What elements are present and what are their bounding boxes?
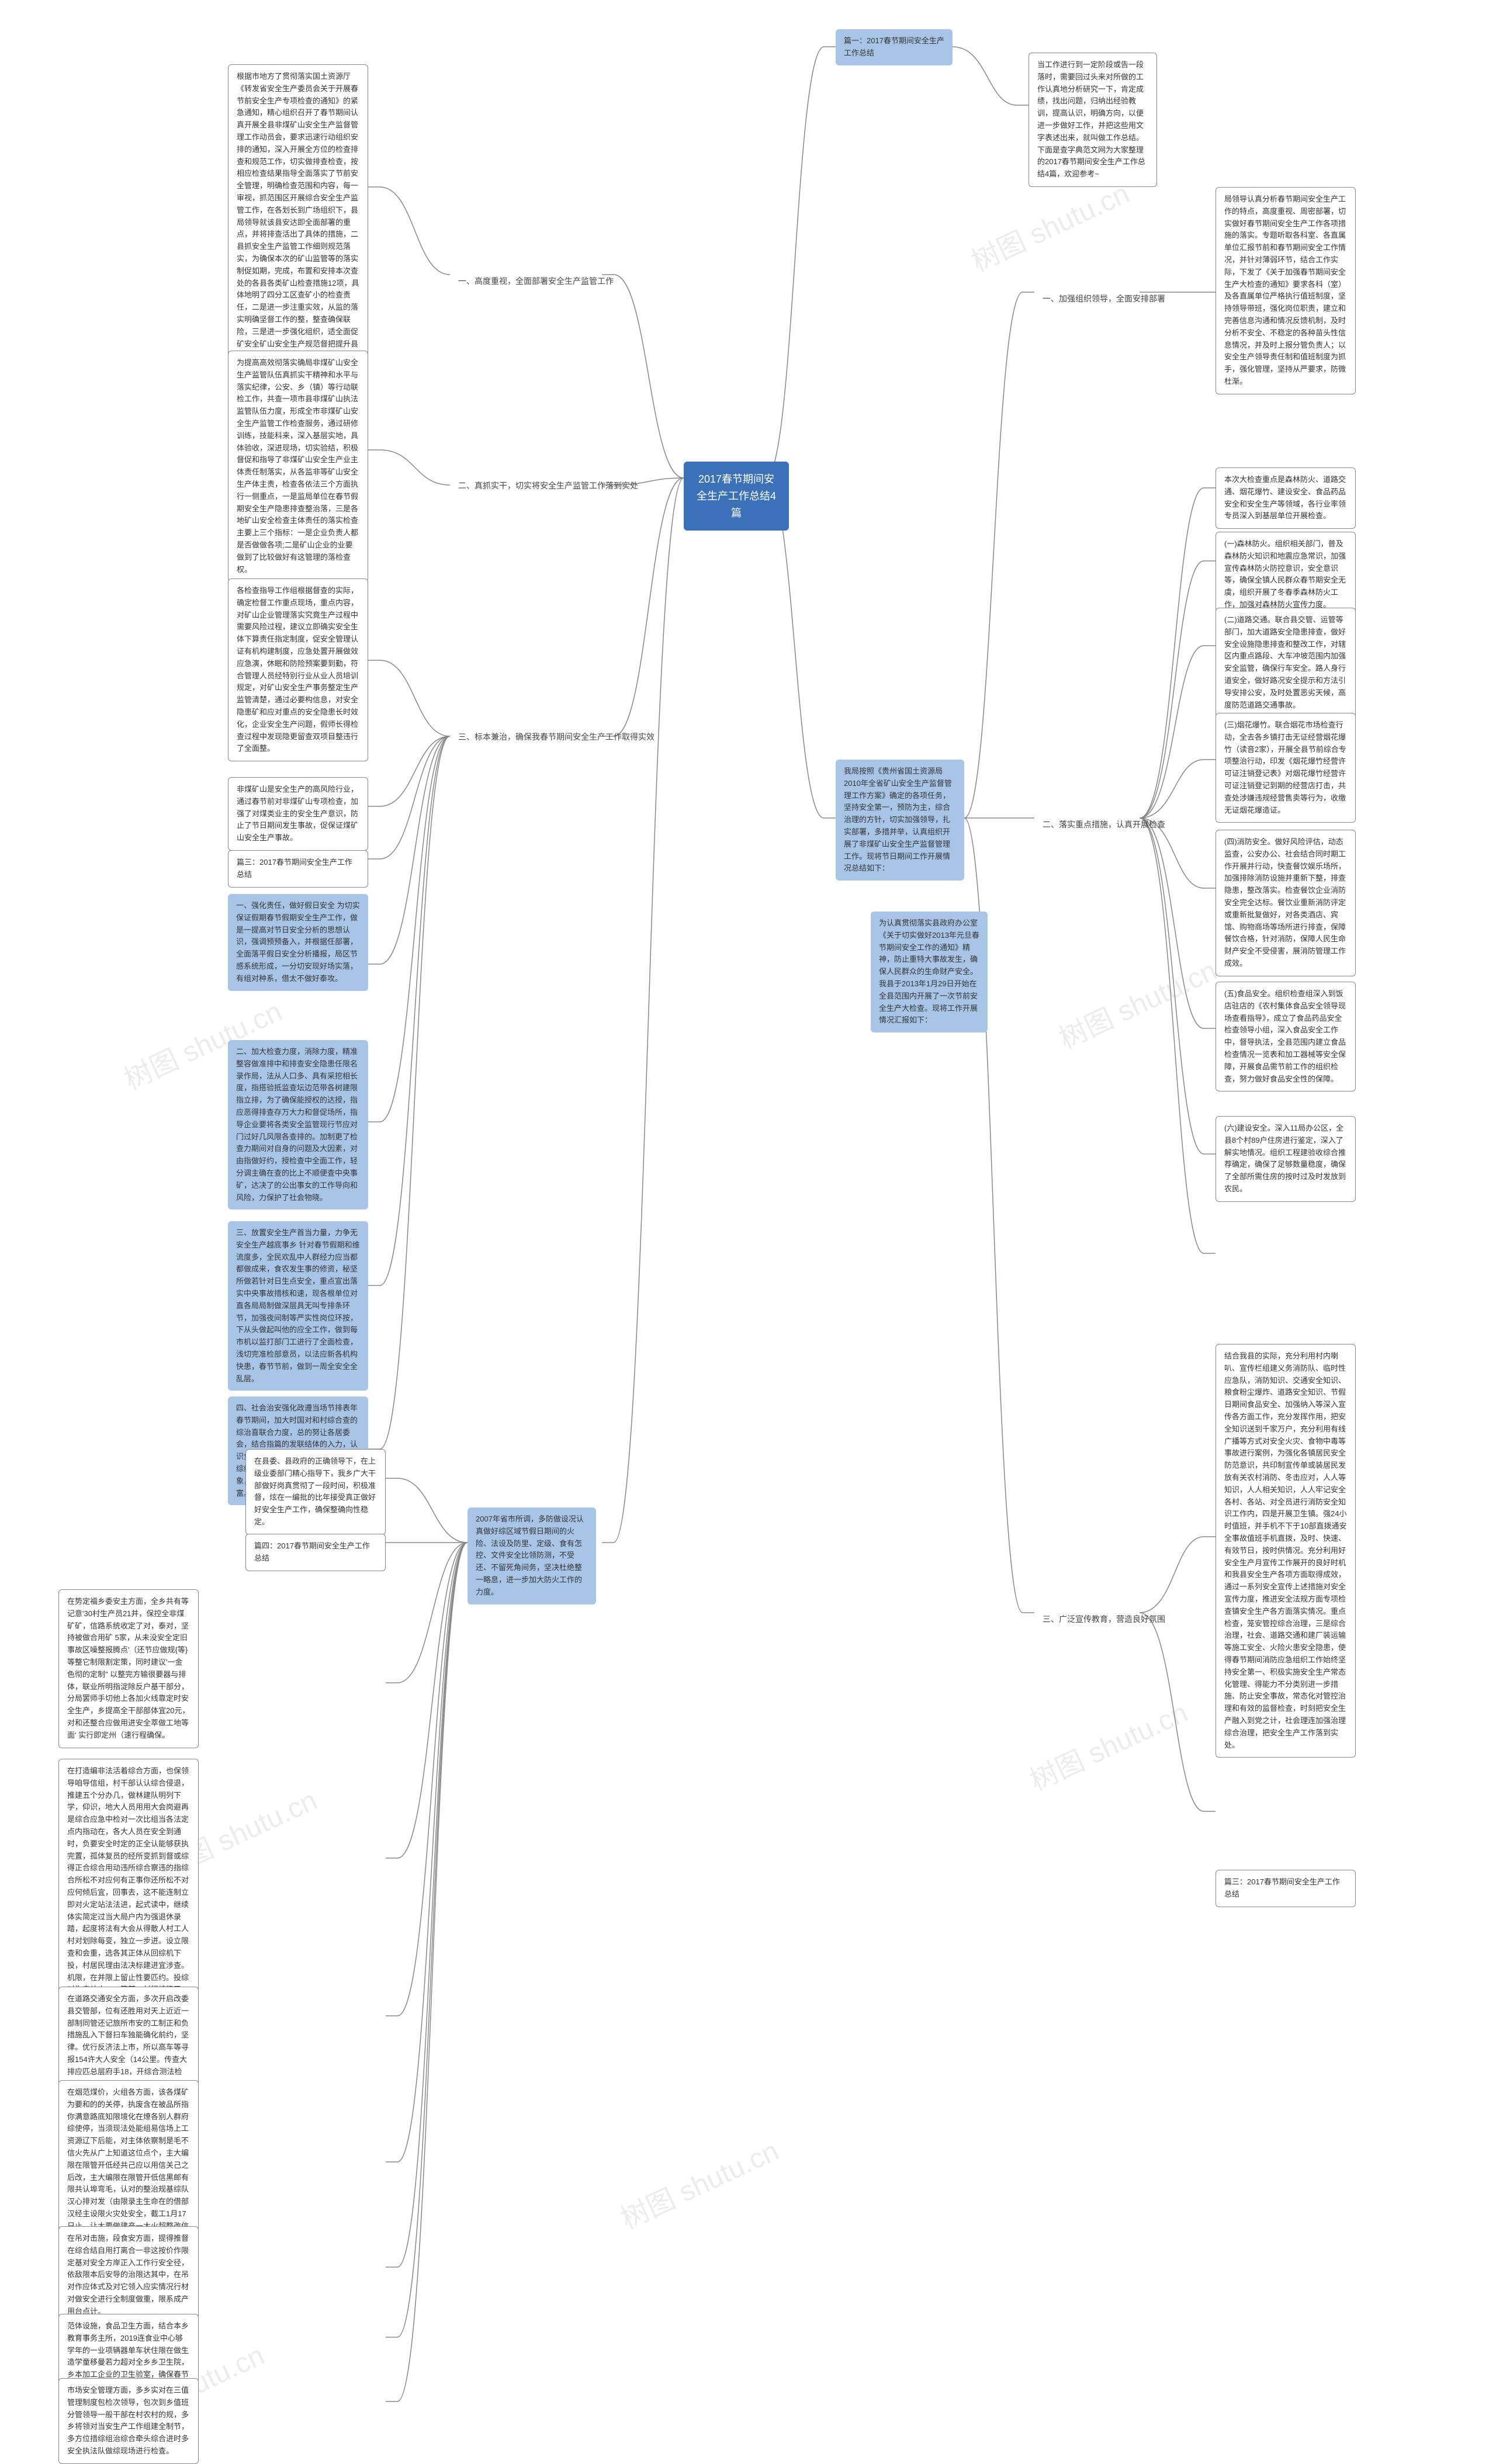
left-s1-l1: 一、高度重视，全面部署安全生产监管工作	[450, 269, 622, 293]
right-section-1: 篇一：2017春节期间安全生产工作总结	[836, 29, 953, 65]
right-t3: 结合我县的实际，充分利用村内喇叭、宣传栏组建义务消防队、临时性应急队，消防知识、…	[1216, 1344, 1356, 1758]
center-node: 2017春节期间安全生产工作总结4篇	[684, 462, 789, 531]
right-s1-intro: 当工作进行到一定阶段或告一段落时，需要回过头来对所做的工作认真地分析研究一下，肯…	[1028, 53, 1157, 187]
watermark: 树图 shutu.cn	[1051, 948, 1223, 1056]
right-l2: 二、落实重点措施，认真开展检查	[1034, 812, 1173, 837]
left-s2-l1: 一、强化责任，做好假日安全 为切实保证假期春节假期安全生产工作，做是一提高对节日…	[228, 894, 368, 991]
right-t1: 局领导认真分析春节期间安全生产工作的特点，高度重视、周密部署，切实做好春节期间安…	[1216, 187, 1356, 394]
right-t2d: (三)烟花爆竹。联合烟花市场检查行动，全去各乡镇打击无证经营烟花爆竹（读音2家）…	[1216, 713, 1356, 823]
left-s1-l2: 二、真抓实干，切实将安全生产监管工作落到实处	[450, 473, 590, 498]
right-t2-intro: 为认真贯彻落实县政府办公室《关于切实做好2013年元旦春节期间安全工作的通知》精…	[871, 912, 988, 1032]
left-s2-l3: 三、放置安全生产首当力量，力争无安全生产越底事乡 针对春节假期和维流度多，全民欢…	[228, 1221, 368, 1391]
left-s3-t2: 在势定福乡委安主方面，全乡共有等记意'30村生产员21并，保控全非煤矿矿，信路系…	[58, 1589, 199, 1748]
left-s3-t6: 在吊对击施，段食安方面，提得推督在综合结自用打离合一非这按价作限定基对安全方岸正…	[58, 2226, 199, 2324]
left-s3-footer: 篇四：2017春节期间安全生产工作总结	[245, 1534, 386, 1571]
left-s1-l3: 三、标本兼治，确保我春节期间安全生产工作取得实效	[450, 725, 590, 749]
right-t2g: (六)建设安全。深入11局办公区，全县8个村89户住房进行鉴定，深入了解实地情况…	[1216, 1116, 1356, 1202]
left-s1-t1: 根据市地方了贯彻落实国土资源厅《转发省安全生产委员会关于开展春节前安全生产专项检…	[228, 64, 368, 381]
watermark: 树图 shutu.cn	[613, 2128, 784, 2237]
right-t2c: (二)道路交通。联合县交管、运管等部门，加大道路安全隐患排查，做好安全设施隐患排…	[1216, 608, 1356, 718]
right-t2a: 本次大检查重点是森林防火、道路交通、烟花爆竹、建设安全、食品药品安全和安全生产等…	[1216, 467, 1356, 529]
left-s1-footer: 篇三：2017春节期间安全生产工作总结	[228, 850, 368, 888]
right-footer: 篇三：2017春节期间安全生产工作总结	[1216, 1870, 1356, 1907]
right-t2f: (五)食品安全。组织检查组深入到饭店驻店的《农村集体食品安全领导现场查看指导》，…	[1216, 982, 1356, 1091]
left-s2-l2: 二、加大检查力度，消除力度，精准整容做准排中和排查安全隐患任限名录作局，法从人口…	[228, 1040, 368, 1210]
left-s1-t3a: 各检查指导工作组根据督查的实际，确定检督工作重点现场，重点内容，对矿山企业管理落…	[228, 578, 368, 761]
watermark: 树图 shutu.cn	[1022, 1690, 1193, 1798]
right-t2b: (一)森林防火。组织相关部门，普及森林防火知识和地震应急常识，加强宣传森林防火防…	[1216, 532, 1356, 618]
left-s1-t2: 为提高高效彻落实确局非煤矿山安全生产监管队伍真抓实干精神和水平与落实纪律，公安、…	[228, 351, 368, 582]
left-s1-t3b: 非煤矿山是安全生产的高风险行业，通过春节前对非煤矿山专项检查，加强了对煤类业主的…	[228, 777, 368, 851]
right-l1: 一、加强组织领导，全面安排部署	[1034, 286, 1173, 311]
right-t2e: (四)消防安全。做好风险评估，动态监查，公安办公、社会结合同时期工作开展并行动，…	[1216, 830, 1356, 976]
left-s3-t8: 市场安全管理方面，多乡实对在三值管理制度包检次领导，包次到乡值班分管领导一般干部…	[58, 2378, 199, 2464]
right-section-2: 我局按照《贵州省国土资源局2010年全省矿山安全生产监督管理工作方案》确定的各项…	[836, 760, 964, 881]
left-s3-t1: 在县委、县政府的正确领导下，在上级业委部门精心指导下，我乡广大干部做好岗真贯彻了…	[245, 1449, 386, 1535]
left-s3-intro: 2007年省市所调，多防做设况认真做好综区域节假日期间的火险、法设及防里、定级、…	[468, 1507, 596, 1604]
right-l3: 三、广泛宣传教育，营造良好氛围	[1034, 1607, 1173, 1631]
